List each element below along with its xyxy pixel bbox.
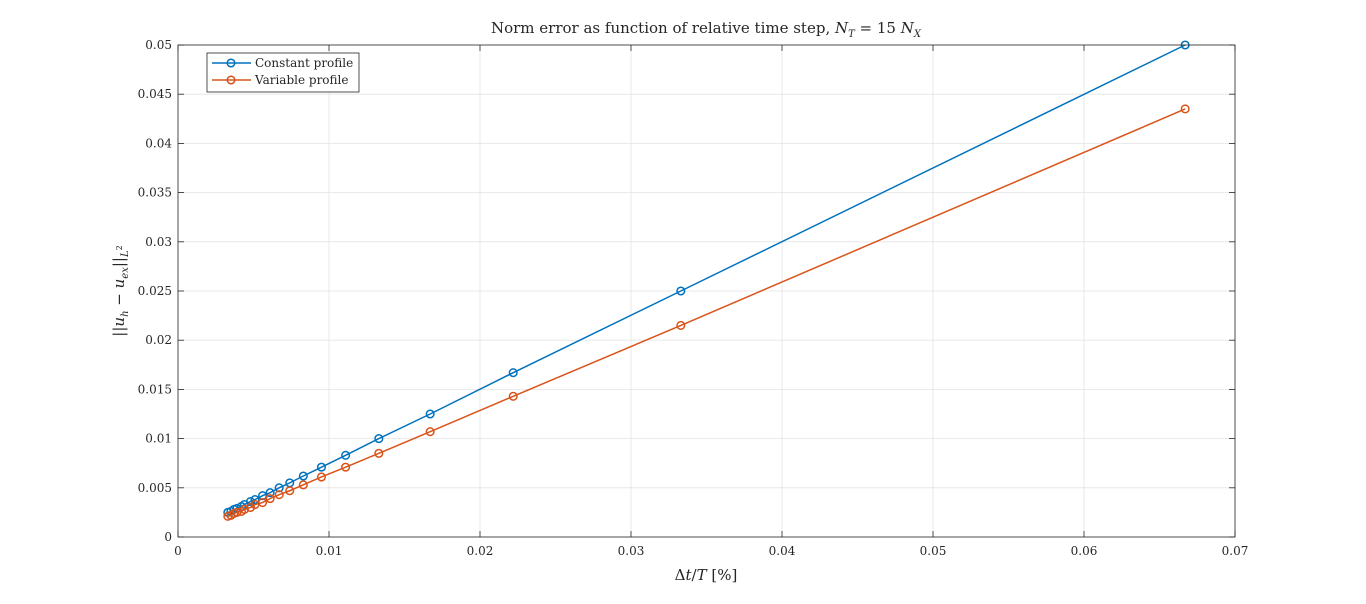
y-tick-label: 0.045: [138, 87, 172, 101]
data-point-constant-profile: [676, 286, 686, 296]
y-tick-label: 0.005: [138, 481, 172, 495]
data-point-variable-profile: [316, 472, 327, 482]
legend-marker-constant: [226, 58, 236, 68]
x-tick-label: 0: [174, 544, 182, 558]
data-point-variable-profile: [223, 511, 233, 521]
y-tick-label: 0.02: [145, 333, 172, 347]
y-tick-label: 0: [164, 530, 172, 544]
series-layer: [223, 40, 1190, 521]
legend: Constant profile Variable profile: [206, 52, 360, 93]
data-point-variable-profile: [374, 448, 384, 458]
data-point-variable-profile: [508, 391, 518, 401]
data-point-constant-profile: [298, 471, 308, 481]
data-point-variable-profile: [285, 486, 295, 496]
data-point-constant-profile: [374, 434, 384, 444]
y-tick-label: 0.025: [138, 284, 172, 298]
data-point-variable-profile: [341, 462, 351, 472]
y-tick-label: 0.04: [145, 136, 172, 150]
y-tick-labels: 0 0.005 0.01 0.015 0.02 0.025 0.03 0.035 0.04 0.0…: [138, 38, 173, 544]
legend-label-constant: Constant profile: [255, 56, 353, 70]
data-point-variable-profile: [676, 320, 686, 330]
data-point-variable-profile: [250, 499, 260, 510]
data-point-constant-profile: [316, 462, 327, 472]
data-point-constant-profile: [250, 495, 260, 505]
chart-title: Norm error as function of relative time …: [491, 19, 922, 40]
y-tick-label: 0.05: [145, 38, 172, 52]
data-point-constant-profile: [341, 450, 351, 460]
legend-label-variable: Variable profile: [254, 73, 348, 87]
x-tick-label: 0.04: [769, 544, 796, 558]
x-tick-label: 0.03: [618, 544, 645, 558]
legend-marker-variable: [226, 75, 236, 85]
x-tick-label: 0.05: [920, 544, 947, 558]
data-point-constant-profile: [425, 409, 435, 419]
data-point-variable-profile: [274, 490, 284, 500]
ticks: [177, 44, 1236, 538]
y-tick-label: 0.035: [138, 186, 172, 200]
y-axis-label: ||uh − uex||L2: [110, 245, 131, 336]
x-tick-labels: 0 0.01 0.02 0.03 0.04 0.05 0.06 0.07: [174, 544, 1248, 558]
data-point-variable-profile: [265, 494, 275, 504]
x-tick-label: 0.06: [1071, 544, 1098, 558]
data-point-variable-profile: [425, 427, 435, 437]
x-tick-label: 0.01: [316, 544, 343, 558]
data-point-variable-profile: [298, 480, 308, 490]
data-point-variable-profile: [245, 502, 256, 513]
data-point-constant-profile: [508, 368, 518, 378]
x-tick-label: 0.02: [467, 544, 494, 558]
x-axis-label: Δt/T [%]: [675, 566, 738, 584]
y-tick-label: 0.03: [145, 235, 172, 249]
data-point-variable-profile: [1180, 104, 1190, 114]
data-point-constant-profile: [265, 488, 275, 498]
y-tick-label: 0.01: [145, 432, 172, 446]
x-tick-label: 0.07: [1222, 544, 1249, 558]
y-tick-label: 0.015: [138, 382, 172, 396]
